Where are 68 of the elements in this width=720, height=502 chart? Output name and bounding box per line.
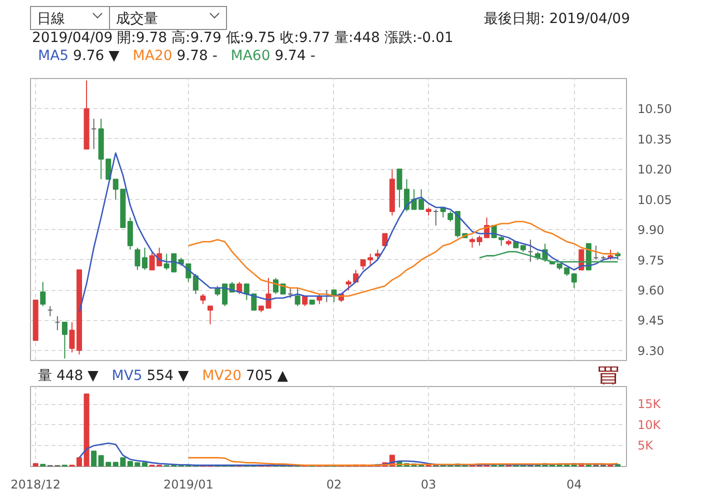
y-tick-label: 10.20 [638,162,672,177]
text: MA20 [132,48,172,64]
text: 448 ▼ [56,368,98,384]
candlestick [288,287,294,299]
text: 9.74 - [274,48,316,64]
candlestick [346,279,352,290]
y-tick-label: 15K [638,397,662,411]
y-tick-label: 10.35 [638,132,672,146]
text: 9.78 - [176,48,218,64]
candlestick [200,294,206,305]
candlestick [396,168,402,208]
candlestick [69,322,75,353]
candlestick [498,235,504,246]
bar [76,457,82,466]
chart-subtitle: 2019/04/09 開:9.78 高:9.79 低:9.75 收:9.77 量:448 漲跌:-0.01 [31,29,454,46]
candlestick [40,281,46,307]
candlestick [142,247,148,270]
text: 554 ▼ [146,368,189,384]
candlestick [106,158,112,180]
y-tick-label: 10.05 [638,192,672,207]
text: 705 ▲ [246,368,288,384]
candlestick [404,178,410,212]
candlestick [91,118,97,150]
bar [40,464,46,466]
y-tick-label: 10.50 [638,102,672,116]
candlestick [374,249,380,260]
candlestick [528,239,534,262]
y-tick-label: 9.45 [638,314,664,328]
candlestick [433,208,439,226]
candlestick [207,306,213,325]
y-tick-label: 9.75 [638,253,664,268]
candlestick [294,287,300,307]
y-tick-label: 5K [638,438,654,453]
line-series [78,152,618,313]
bar [32,463,38,466]
bar [142,462,148,466]
text: MV20 [202,368,242,384]
text: MA60 [230,48,270,64]
x-tick-label: 03 [420,478,436,492]
candlestick [62,322,68,359]
y-tick-label: 9.90 [638,223,664,238]
bar [84,394,90,466]
x-tick-label: 2019/01 [163,478,214,492]
text: MV5 [112,368,142,384]
text: MA5 [38,48,69,64]
text: 日線 [30,6,110,30]
candlestick [54,316,60,331]
candlestick [47,306,53,317]
candlestick [244,283,250,301]
text: 量 [38,368,52,384]
x-tick-label: 2018/12 [10,478,61,492]
x-tick-label: 02 [326,478,342,492]
candlestick [192,273,198,295]
candlestick [593,245,599,260]
y-tick-label: 10K [638,418,662,432]
candlestick [134,247,140,270]
y-tick-label: 9.30 [638,344,664,358]
text: 9.76 ▼ [73,48,120,64]
bar [91,450,97,466]
chart-title: 最後日期: 2019/04/09 [484,10,630,29]
line-series [188,457,618,466]
text: 成交量 [109,6,227,30]
candlestick [251,294,257,311]
candlestick [571,273,577,288]
x-tick-label: 04 [566,478,582,492]
y-tick-label: 9.60 [638,284,664,298]
candlestick [448,210,454,222]
candlestick [382,233,388,246]
